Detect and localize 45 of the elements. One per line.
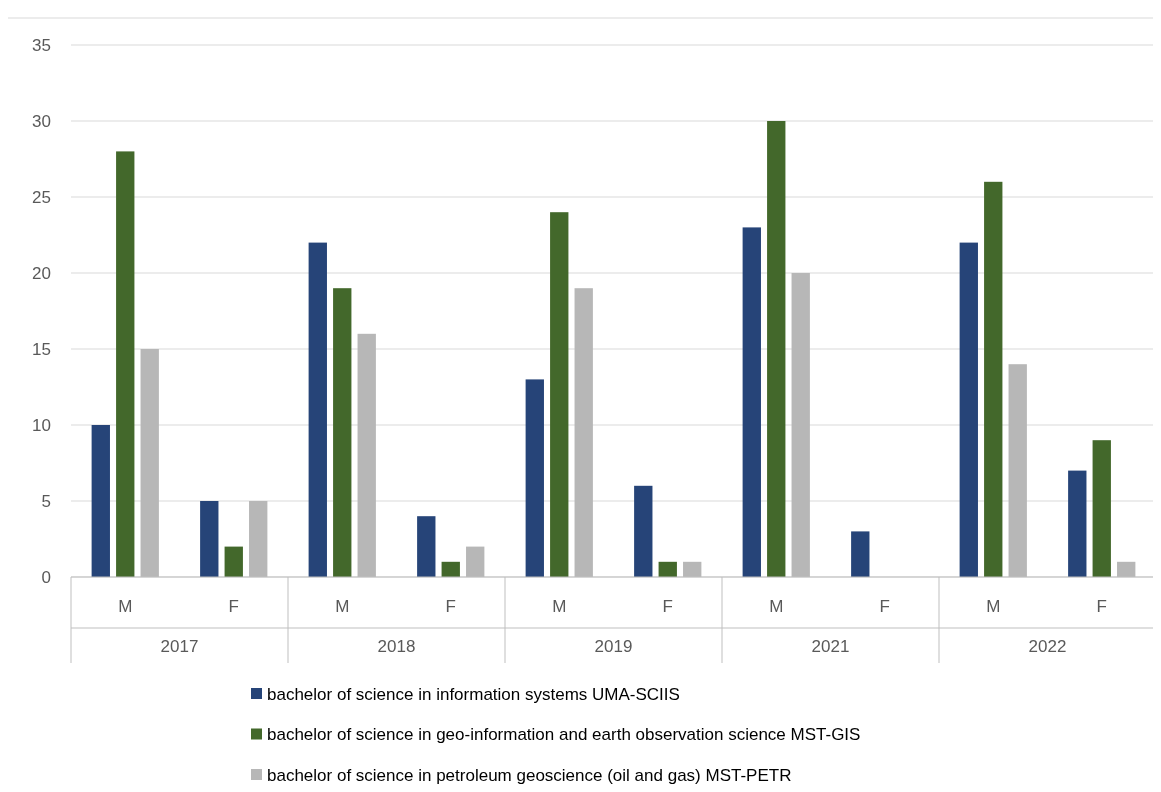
x-tick-label: M: [552, 597, 567, 616]
x-tick-label: M: [986, 597, 1001, 616]
bar: [224, 546, 243, 577]
text: 2018: [377, 637, 416, 656]
bar: [1092, 440, 1111, 577]
x-tick-label: M: [118, 597, 133, 616]
y-tick-label: 35: [32, 35, 51, 55]
bar: [441, 561, 460, 577]
bar: [308, 242, 327, 577]
bar: [91, 425, 110, 577]
x-tick-label: F: [662, 597, 673, 616]
bar: [550, 212, 569, 577]
bar: [742, 227, 761, 577]
bar: [767, 121, 786, 577]
bar: [658, 561, 677, 577]
y-tick-label: 5: [41, 491, 51, 511]
bar: [417, 516, 436, 577]
text: 2017: [160, 637, 199, 656]
y-tick-label: 0: [41, 567, 51, 587]
text: 2021: [811, 637, 850, 656]
bar: [984, 181, 1003, 577]
bar: [1068, 470, 1087, 577]
x-tick-label: M: [335, 597, 350, 616]
y-tick-label: 30: [32, 111, 51, 131]
text: 2019: [594, 637, 633, 656]
bar: [200, 501, 219, 577]
bar: [116, 151, 135, 577]
legend-label: bachelor of science in petroleum geoscience (oil and gas) MST-PETR: [267, 765, 792, 785]
bar: [851, 531, 870, 577]
y-tick-label: 10: [32, 415, 51, 435]
y-tick-label: 25: [32, 187, 51, 207]
x-tick-label: F: [228, 597, 239, 616]
x-tick-label: F: [1096, 597, 1107, 616]
legend-label: bachelor of science in geo-information and earth observation science MST-GIS: [267, 725, 861, 745]
x-tick-label: M: [769, 597, 784, 616]
bar: [525, 379, 544, 577]
y-tick-label: 15: [32, 339, 51, 359]
x-tick-label: F: [445, 597, 456, 616]
legend-label: bachelor of science in information systems UMA-SCIIS: [267, 684, 680, 704]
x-tick-label: F: [879, 597, 890, 616]
bar: [333, 288, 352, 577]
text: 2022: [1028, 637, 1067, 656]
bar: [634, 485, 653, 577]
bar: [959, 242, 978, 577]
y-tick-label: 20: [32, 263, 51, 283]
